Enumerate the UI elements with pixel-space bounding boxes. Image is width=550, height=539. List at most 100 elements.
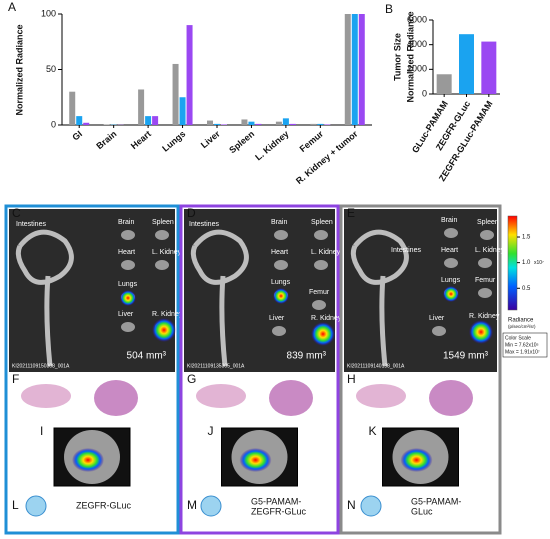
organ bbox=[444, 258, 458, 268]
x-tick-label: L. Kidney bbox=[253, 129, 290, 163]
x-tick-label: Liver bbox=[199, 128, 222, 150]
tissue bbox=[356, 384, 406, 408]
bar bbox=[83, 122, 90, 125]
colorbar-tick-label: 1.5 bbox=[522, 235, 531, 241]
panel-border bbox=[179, 204, 340, 535]
organ bbox=[312, 300, 326, 310]
tissue bbox=[94, 380, 138, 416]
bar bbox=[481, 41, 497, 94]
bar bbox=[207, 120, 213, 125]
construct-icon bbox=[25, 495, 47, 517]
colorbar-exponent: x10⁷ bbox=[534, 260, 544, 266]
tumor-size: 504 mm³ bbox=[127, 351, 167, 362]
bar bbox=[358, 14, 365, 125]
scale-box bbox=[502, 332, 548, 358]
bar bbox=[289, 123, 296, 125]
signal bbox=[443, 286, 459, 302]
bar bbox=[255, 123, 262, 125]
organ-label: Intestines bbox=[189, 221, 219, 228]
panel-letter: K bbox=[369, 424, 377, 438]
y-tick-label: 50 bbox=[46, 64, 56, 74]
tumor-size: 1549 mm³ bbox=[443, 351, 489, 362]
organ bbox=[155, 230, 169, 240]
panel-letter: H bbox=[347, 372, 356, 386]
y-tick-label: 2000 bbox=[407, 64, 427, 74]
organ bbox=[121, 322, 135, 332]
panel-letter: B bbox=[385, 2, 393, 16]
organ-label: Brain bbox=[118, 219, 134, 226]
bar bbox=[214, 123, 220, 125]
intestine bbox=[190, 229, 249, 367]
colorbar-units: (p/sec/cm²/sr) bbox=[508, 324, 536, 329]
signal bbox=[273, 288, 289, 304]
panel-letter: F bbox=[12, 372, 19, 386]
y-tick-label: 4000 bbox=[407, 39, 427, 49]
bar bbox=[152, 116, 159, 125]
bar bbox=[186, 25, 193, 126]
bli-signal bbox=[72, 448, 104, 472]
organ-label: L. Kidney bbox=[152, 249, 182, 256]
tissue bbox=[429, 380, 473, 416]
bar bbox=[436, 74, 452, 94]
y-axis-label: Normalized Radiance bbox=[14, 24, 24, 115]
organ-label: Liver bbox=[118, 311, 134, 318]
organ bbox=[478, 288, 492, 298]
organ bbox=[121, 230, 135, 240]
panel-letter: A bbox=[8, 0, 16, 14]
signal bbox=[311, 322, 335, 346]
bar bbox=[241, 119, 248, 125]
signal bbox=[469, 320, 493, 344]
scale-min: Min = 7.62x10⁵ bbox=[505, 342, 539, 348]
bar bbox=[317, 123, 324, 125]
bli-signal bbox=[400, 448, 433, 472]
y-tick-label: 0 bbox=[51, 119, 56, 129]
organ-label: Liver bbox=[429, 315, 445, 322]
y-tick-label: 0 bbox=[422, 88, 427, 98]
organ bbox=[274, 230, 288, 240]
construct-icon bbox=[360, 495, 382, 517]
scale-scale_title: Color Scale bbox=[505, 335, 531, 341]
organ bbox=[155, 260, 169, 270]
panel-letter: C bbox=[12, 206, 21, 220]
organ-label: Intestines bbox=[391, 247, 421, 254]
colorbar bbox=[507, 215, 518, 311]
organ-label: R. Kidney bbox=[152, 311, 183, 318]
y-axis-label: Tumor Size bbox=[392, 33, 402, 81]
y-tick-label: 6000 bbox=[407, 14, 427, 24]
organ-label: R. Kidney bbox=[311, 315, 342, 322]
organ-label: Femur bbox=[309, 289, 330, 296]
panel-letter: N bbox=[347, 498, 356, 512]
organ-label: R. Kidney bbox=[469, 313, 500, 320]
bar bbox=[344, 14, 351, 125]
x-tick-label: Heart bbox=[129, 129, 153, 151]
organ bbox=[444, 228, 458, 238]
bar bbox=[138, 89, 145, 125]
organ-label: Spleen bbox=[152, 219, 174, 226]
bar bbox=[172, 63, 179, 125]
organ-label: Lungs bbox=[118, 281, 138, 288]
bar bbox=[179, 97, 186, 125]
construct-label: GLuc bbox=[411, 506, 433, 516]
bar bbox=[310, 123, 317, 125]
organ-label: Lungs bbox=[441, 277, 461, 284]
construct-label: G5-PAMAM- bbox=[411, 496, 461, 506]
organ-label: Femur bbox=[475, 277, 496, 284]
panel-border bbox=[339, 204, 502, 535]
organ-label: Brain bbox=[271, 219, 287, 226]
organ-label: Heart bbox=[271, 249, 288, 256]
organ-label: Spleen bbox=[477, 219, 499, 226]
panel-letter: I bbox=[40, 424, 43, 438]
panel-letter: D bbox=[187, 206, 196, 220]
x-tick-label: R. Kidney + tumor bbox=[294, 128, 360, 186]
organ bbox=[274, 260, 288, 270]
organ-label: Heart bbox=[118, 249, 135, 256]
x-tick-label: Spleen bbox=[227, 129, 256, 156]
bar bbox=[103, 124, 110, 125]
bar bbox=[459, 34, 474, 94]
signal bbox=[120, 290, 136, 306]
construct-icon bbox=[200, 495, 222, 517]
y-tick-label: 100 bbox=[41, 8, 56, 18]
organ bbox=[121, 260, 135, 270]
organ-label: Lungs bbox=[271, 279, 291, 286]
bar bbox=[282, 118, 289, 125]
